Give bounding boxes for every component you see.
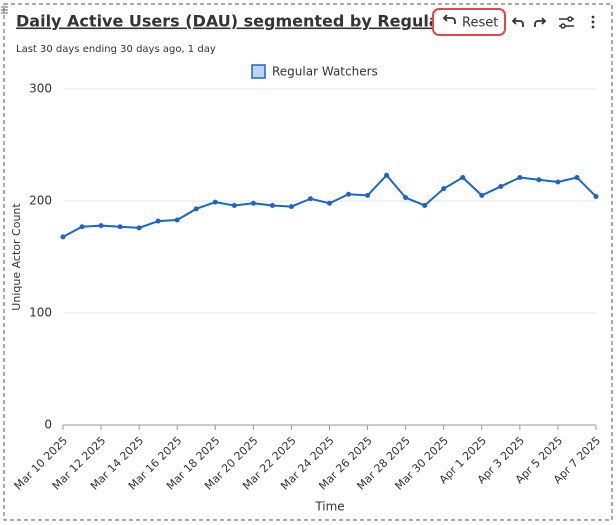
y-tick-label: 0 xyxy=(44,418,52,432)
reset-label: Reset xyxy=(462,16,498,31)
point xyxy=(403,195,409,201)
point xyxy=(555,179,561,185)
legend-item[interactable]: Regular Watchers xyxy=(251,64,378,79)
point xyxy=(460,174,466,180)
point xyxy=(365,192,371,198)
undo-button[interactable] xyxy=(511,17,524,27)
point xyxy=(212,199,218,205)
point xyxy=(155,218,161,224)
redo-button[interactable] xyxy=(534,17,547,27)
more-button[interactable] xyxy=(591,15,595,29)
point xyxy=(269,202,275,208)
reset-button[interactable]: Reset xyxy=(432,8,506,36)
point xyxy=(517,174,523,180)
point xyxy=(117,224,123,230)
y-tick-label: 200 xyxy=(29,194,52,208)
x-axis-label: Time xyxy=(314,500,344,514)
settings-button[interactable] xyxy=(559,16,574,29)
point xyxy=(422,202,428,208)
y-tick-label: 100 xyxy=(29,306,52,320)
point xyxy=(327,200,332,206)
y-tick-label: 300 xyxy=(29,82,52,96)
point xyxy=(136,225,142,231)
point xyxy=(288,204,294,210)
point xyxy=(536,177,542,183)
drag-handle[interactable] xyxy=(1,6,8,14)
widget-frame xyxy=(3,3,613,521)
point xyxy=(574,174,580,180)
point xyxy=(174,217,180,223)
point xyxy=(498,183,504,189)
point xyxy=(479,192,485,198)
point xyxy=(79,224,85,230)
point xyxy=(593,194,599,200)
y-axis-label: Unique Actor Count xyxy=(10,203,23,311)
point xyxy=(441,186,447,192)
point xyxy=(307,196,313,202)
chart-title: Daily Active Users (DAU) segmented by Re… xyxy=(16,12,463,31)
chart-subtitle: Last 30 days ending 30 days ago, 1 day xyxy=(16,44,216,55)
legend-label: Regular Watchers xyxy=(272,65,378,79)
legend-swatch xyxy=(251,64,266,79)
point xyxy=(384,172,390,178)
point xyxy=(346,191,352,197)
point xyxy=(250,200,256,206)
point xyxy=(193,206,199,212)
point xyxy=(60,234,66,240)
point xyxy=(231,202,237,208)
point xyxy=(98,223,104,229)
